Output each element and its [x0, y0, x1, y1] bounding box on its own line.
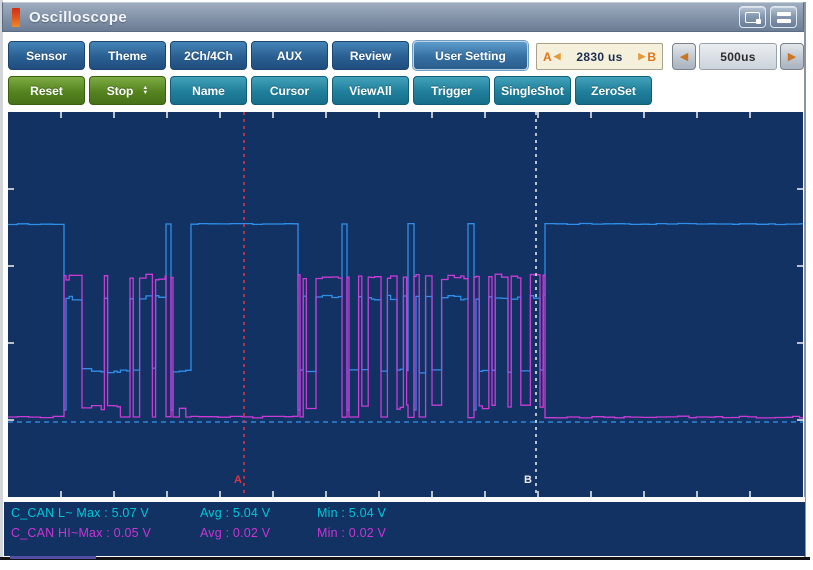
timebase-control: ◀ 500us ▶ [672, 43, 804, 70]
button-cursor[interactable]: Cursor [251, 76, 328, 105]
measurement-status-bar: C_CAN L~ Max : 5.07 V Avg : 5.04 V Min :… [4, 502, 805, 556]
window-title: Oscilloscope [29, 9, 735, 26]
title-accent-icon [12, 8, 20, 27]
button-review[interactable]: Review [332, 41, 409, 70]
channel-min-reading: Min : 0.02 V [317, 526, 386, 540]
button-label: 2Ch/4Ch [184, 49, 233, 63]
screen-capture-button[interactable] [739, 6, 766, 28]
button-label: User Setting [435, 49, 506, 63]
timebase-decrease-button[interactable]: ◀ [672, 43, 696, 70]
button-label: Theme [108, 49, 147, 63]
waveform-canvas [8, 112, 803, 497]
report-icon-bar [777, 19, 791, 23]
window-border-right [804, 2, 806, 558]
measurement-row-can-hi: C_CAN HI~Max : 0.05 V Avg : 0.02 V Min :… [4, 525, 805, 542]
button-aux[interactable]: AUX [251, 41, 328, 70]
channel-avg-reading: Avg : 0.02 V [200, 526, 270, 540]
waveform-area: A B [8, 112, 803, 497]
button-sensor[interactable]: Sensor [8, 41, 85, 70]
channel-min-reading: Min : 5.04 V [317, 506, 386, 520]
button-2ch-4ch[interactable]: 2Ch/4Ch [170, 41, 247, 70]
button-label: AUX [277, 49, 302, 63]
button-reset[interactable]: Reset [8, 76, 85, 105]
button-label: Review [350, 49, 391, 63]
ab-delta-value: 2830 us [563, 50, 637, 64]
channel-max-reading: C_CAN L~ Max : 5.07 V [11, 506, 149, 520]
button-stop[interactable]: Stop ▲▼ [89, 76, 166, 105]
title-bar: Oscilloscope [2, 2, 804, 32]
cursor-b-label: B [647, 50, 656, 64]
button-label: Reset [30, 84, 63, 98]
window-capture-icon-square [756, 19, 761, 24]
button-label: ViewAll [349, 84, 391, 98]
toolbar-row-2: Reset Stop ▲▼ Name Cursor ViewAll Trigger Singl… [8, 76, 652, 105]
button-label: Cursor [270, 84, 309, 98]
timebase-increase-button[interactable]: ▶ [780, 43, 804, 70]
button-label: Name [192, 84, 225, 98]
button-zeroset[interactable]: ZeroSet [575, 76, 652, 105]
button-theme[interactable]: Theme [89, 41, 166, 70]
toolbar-row-1: Sensor Theme 2Ch/4Ch AUX Review User Setting [8, 41, 528, 70]
report-icon [777, 12, 791, 16]
button-label: Sensor [26, 49, 67, 63]
button-singleshot[interactable]: SingleShot [494, 76, 571, 105]
window-border-bottom [0, 557, 810, 560]
channel-max-reading: C_CAN HI~Max : 0.05 V [11, 526, 151, 540]
button-label: Trigger [431, 84, 472, 98]
button-user-setting[interactable]: User Setting [413, 41, 528, 70]
button-label: ZeroSet [591, 84, 636, 98]
button-viewall[interactable]: ViewAll [332, 76, 409, 105]
button-label: SingleShot [501, 84, 564, 98]
ab-cursor-readout: A ◀ 2830 us ▶ B [536, 43, 663, 70]
trace-can-l [8, 224, 803, 411]
measurement-row-can-l: C_CAN L~ Max : 5.07 V Avg : 5.04 V Min :… [4, 505, 805, 522]
right-arrow-icon: ▶ [638, 51, 645, 62]
timebase-value[interactable]: 500us [699, 43, 777, 70]
button-label: Stop [107, 84, 134, 98]
window-border-left [0, 0, 3, 558]
button-trigger[interactable]: Trigger [413, 76, 490, 105]
oscilloscope-app: Oscilloscope Sensor Theme 2Ch/4Ch AUX Review… [0, 0, 813, 570]
stop-updown-icon: ▲▼ [142, 86, 148, 96]
channel-avg-reading: Avg : 5.04 V [200, 506, 270, 520]
left-arrow-icon: ◀ [554, 51, 561, 62]
save-report-button[interactable] [770, 6, 797, 28]
cursor-a-flag[interactable]: A [234, 474, 242, 486]
cursor-b-flag[interactable]: B [524, 474, 532, 486]
button-name[interactable]: Name [170, 76, 247, 105]
cursor-a-label: A [543, 50, 552, 64]
bottom-edge-fragment [10, 556, 96, 559]
